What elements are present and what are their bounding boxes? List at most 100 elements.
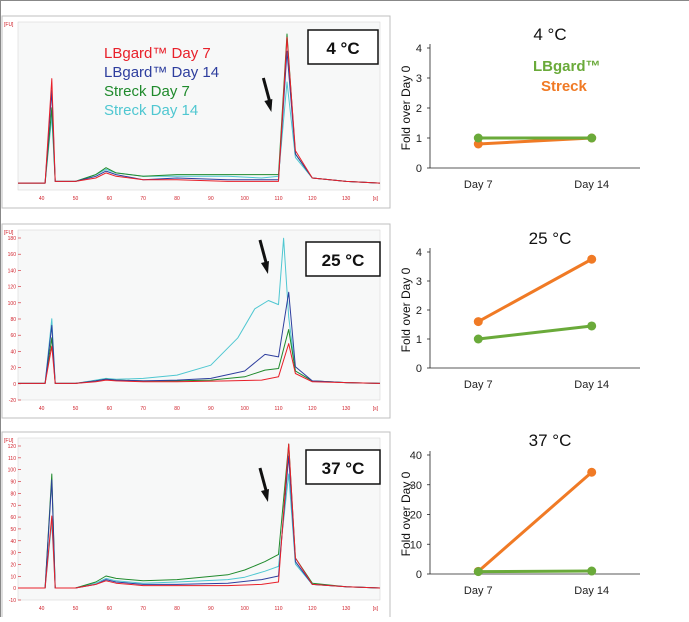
legend-entry-streck-day7: Streck Day 7	[104, 83, 190, 100]
y-unit-label: [FU]	[4, 438, 14, 444]
y-tick-label: 4	[416, 247, 422, 259]
x-tick-label: 60	[107, 606, 113, 612]
x-tick-label: Day 7	[464, 379, 493, 391]
x-tick-label: 120	[308, 196, 317, 202]
y-tick-label: 60	[10, 515, 16, 521]
x-tick-label: 130	[342, 196, 351, 202]
temperature-box	[305, 449, 381, 485]
x-tick-label: 110	[275, 606, 283, 612]
y-axis-label: Fold over Day 0	[399, 471, 413, 556]
legend-entry-lbgard-day14: LBgard™ Day 14	[104, 64, 219, 81]
y-tick-label: 100	[8, 301, 17, 307]
y-tick-label: 160	[8, 252, 17, 258]
y-tick-label: 1	[416, 334, 422, 346]
y-tick-label: 30	[410, 480, 422, 492]
legend-streck: Streck	[541, 78, 588, 95]
electropherogram-3: -10 0 10 20 30 40 50 60 70 80 90 100 110 120 [FU] [s] 40…	[1, 431, 391, 619]
y-tick-label: 0	[13, 586, 16, 592]
y-tick-label: 70	[10, 503, 16, 509]
y-tick-label: 100	[8, 468, 17, 474]
x-tick-label: 100	[241, 606, 250, 612]
figure-border-left	[0, 0, 1, 617]
x-tick-label: 70	[140, 606, 146, 612]
y-tick-label: 40	[10, 349, 16, 355]
trace-lbgard-day7	[18, 36, 381, 184]
y-tick-label: 50	[10, 527, 16, 533]
y-tick-label: 140	[8, 268, 17, 274]
y-tick-label: 20	[10, 562, 16, 568]
y-tick-label: 40	[410, 450, 422, 462]
y-tick-label: -10	[9, 598, 16, 604]
y-tick-label: 10	[10, 574, 16, 580]
x-tick-label: 120	[308, 406, 317, 412]
x-tick-label: Day 14	[574, 179, 609, 191]
y-tick-label: 180	[8, 236, 17, 242]
temperature-label: 25 °C	[322, 251, 365, 270]
x-tick-label: 80	[174, 406, 180, 412]
y-unit-label: [FU]	[4, 22, 14, 28]
x-tick-label: 110	[275, 196, 283, 202]
temperature-label: 37 °C	[322, 459, 365, 478]
y-tick-label: 3	[416, 276, 422, 288]
legend-entry-lbgard-day7: LBgard™ Day 7	[104, 45, 211, 62]
electropherogram-2: -20 0 20 40 60 80 100 120 140 160 180[FU] [s] 40 50 60…	[1, 223, 391, 419]
y-tick-label: 80	[10, 317, 16, 323]
y-tick-label: 2	[416, 103, 422, 115]
y-tick-label: 0	[416, 363, 422, 375]
y-axis-label: Fold over Day 0	[399, 267, 413, 352]
temperature-box	[307, 29, 379, 65]
trace-lbgard-day7	[18, 343, 381, 384]
y-tick-label: 110	[8, 456, 16, 462]
temperature-box	[305, 241, 381, 277]
x-tick-label: 50	[73, 196, 79, 202]
arrow-head	[260, 261, 269, 274]
y-tick-label: 40	[10, 539, 16, 545]
data-point-lbgard-fold-day-14	[587, 321, 597, 331]
x-unit-label: [s]	[373, 406, 379, 412]
data-point-lbgard-fold-day-7	[473, 567, 483, 577]
y-tick-label: 60	[10, 333, 16, 339]
x-tick-label: 40	[39, 406, 45, 412]
temperature-label: 4 °C	[326, 39, 359, 58]
x-tick-label: 70	[140, 196, 146, 202]
x-tick-label: 90	[208, 606, 214, 612]
data-point-streck-fold-day-14	[587, 254, 597, 264]
arrow-shaft	[261, 77, 272, 105]
data-point-lbgard-fold-day-7	[473, 334, 483, 344]
x-unit-label: [s]	[373, 606, 379, 612]
arrow-head	[264, 99, 273, 112]
x-tick-label: 90	[208, 196, 214, 202]
x-tick-label: 40	[39, 606, 45, 612]
y-tick-label: 30	[10, 551, 16, 557]
fold-chart-title: 25 °C	[529, 229, 572, 248]
x-tick-label: Day 14	[574, 379, 609, 391]
arrow-shaft	[258, 239, 269, 267]
x-tick-label: 80	[174, 606, 180, 612]
y-tick-label: 80	[10, 491, 16, 497]
figure-border-top	[0, 0, 689, 1]
series-line-streck-fold	[477, 257, 593, 323]
y-tick-label: 20	[410, 510, 422, 522]
arrow-shaft	[258, 467, 269, 495]
x-tick-label: 50	[73, 606, 79, 612]
series-line-streck-fold	[477, 471, 593, 573]
y-tick-label: 1	[416, 133, 422, 145]
data-point-lbgard-fold-day-14	[587, 133, 597, 143]
x-tick-label: 40	[39, 196, 45, 202]
x-tick-label: 50	[73, 406, 79, 412]
x-tick-label: 60	[107, 406, 113, 412]
y-axis-label: Fold over Day 0	[399, 65, 413, 150]
legend-entry-streck-day14: Streck Day 14	[104, 102, 198, 119]
y-tick-label: 20	[10, 366, 16, 372]
fold-chart-title: 37 °C	[529, 431, 572, 450]
trace-lbgard-day7	[18, 443, 381, 589]
x-tick-label: 120	[308, 606, 317, 612]
electropherogram-1: [FU] [s] 40 50 60 70 80 90 100 110 120 130 4 °C LBgar…	[1, 15, 391, 209]
fold-chart-title: 4 °C	[533, 25, 566, 44]
x-tick-label: Day 7	[464, 585, 493, 597]
x-tick-label: 100	[241, 406, 250, 412]
fold-chart-2: 25 °C Fold over Day 00 1 2 3 4 Day 7 Day 14	[399, 229, 640, 391]
y-tick-label: 3	[416, 73, 422, 85]
data-point-lbgard-fold-day-7	[473, 133, 483, 143]
